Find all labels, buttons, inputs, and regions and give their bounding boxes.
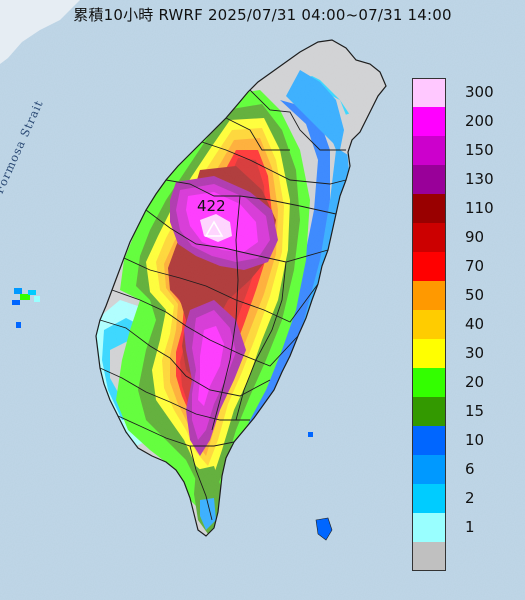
legend-swatch (412, 368, 446, 397)
legend-label: 150 (465, 141, 494, 159)
offshore-islands (308, 432, 333, 541)
legend-swatch (412, 513, 446, 542)
legend-swatch (412, 426, 446, 455)
legend-swatch (412, 281, 446, 310)
legend-swatch (412, 542, 446, 571)
legend-label: 110 (465, 199, 494, 217)
max-value-label: 422 (197, 197, 226, 215)
legend-swatch (412, 136, 446, 165)
legend-label: 130 (465, 170, 494, 188)
legend-swatch (412, 107, 446, 136)
mainland-coast (0, 0, 80, 64)
legend-label: 10 (465, 431, 485, 449)
legend-swatch (412, 223, 446, 252)
legend-label: 50 (465, 286, 485, 304)
legend-label: 20 (465, 373, 485, 391)
map-title: 累積10小時 RWRF 2025/07/31 04:00~07/31 14:00 (73, 6, 452, 24)
legend-label: 300 (465, 83, 494, 101)
legend-swatch (412, 397, 446, 426)
legend-label: 6 (465, 460, 475, 478)
legend-swatch (412, 455, 446, 484)
county-boundaries (95, 39, 387, 537)
legend-label: 90 (465, 228, 485, 246)
legend-swatch (412, 194, 446, 223)
penghu-islands (12, 288, 40, 328)
legend-swatch (412, 310, 446, 339)
max-value-marker-icon (204, 220, 224, 237)
legend-label: 1 (465, 518, 475, 536)
legend-label: 40 (465, 315, 485, 333)
legend-label: 70 (465, 257, 485, 275)
legend-swatch (412, 484, 446, 513)
legend-label: 15 (465, 402, 485, 420)
legend-swatch (412, 252, 446, 281)
legend-label: 2 (465, 489, 475, 507)
legend-swatch (412, 165, 446, 194)
legend-label: 200 (465, 112, 494, 130)
legend-label: 30 (465, 344, 485, 362)
legend-swatch (412, 78, 446, 107)
legend-swatch (412, 339, 446, 368)
